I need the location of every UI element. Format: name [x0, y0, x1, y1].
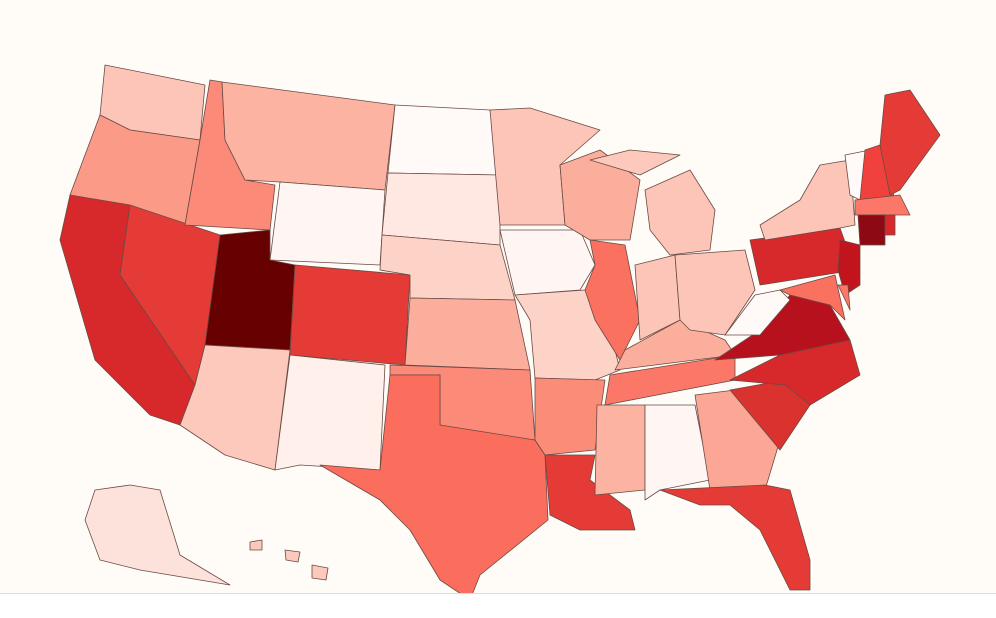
region [274, 354, 386, 471]
region [84, 484, 231, 586]
map [59, 64, 941, 601]
region [381, 172, 501, 246]
region [499, 229, 596, 296]
region [694, 389, 781, 491]
region [659, 484, 811, 591]
region [221, 81, 396, 191]
region [594, 404, 646, 496]
region [759, 159, 856, 241]
region [249, 539, 329, 581]
region [584, 239, 641, 361]
region [269, 181, 386, 266]
region [779, 274, 846, 321]
region [319, 374, 549, 601]
region [289, 264, 411, 366]
region [534, 377, 606, 456]
region [644, 404, 711, 501]
region [837, 284, 851, 311]
region [404, 297, 531, 371]
region [879, 89, 941, 196]
region [544, 454, 636, 531]
region [644, 169, 716, 256]
region [854, 194, 911, 216]
region [724, 289, 791, 336]
region [857, 214, 886, 246]
region [837, 239, 861, 296]
footer-bar [0, 593, 996, 618]
region [589, 149, 681, 176]
region [387, 104, 501, 176]
region [884, 214, 896, 236]
region [559, 149, 641, 241]
